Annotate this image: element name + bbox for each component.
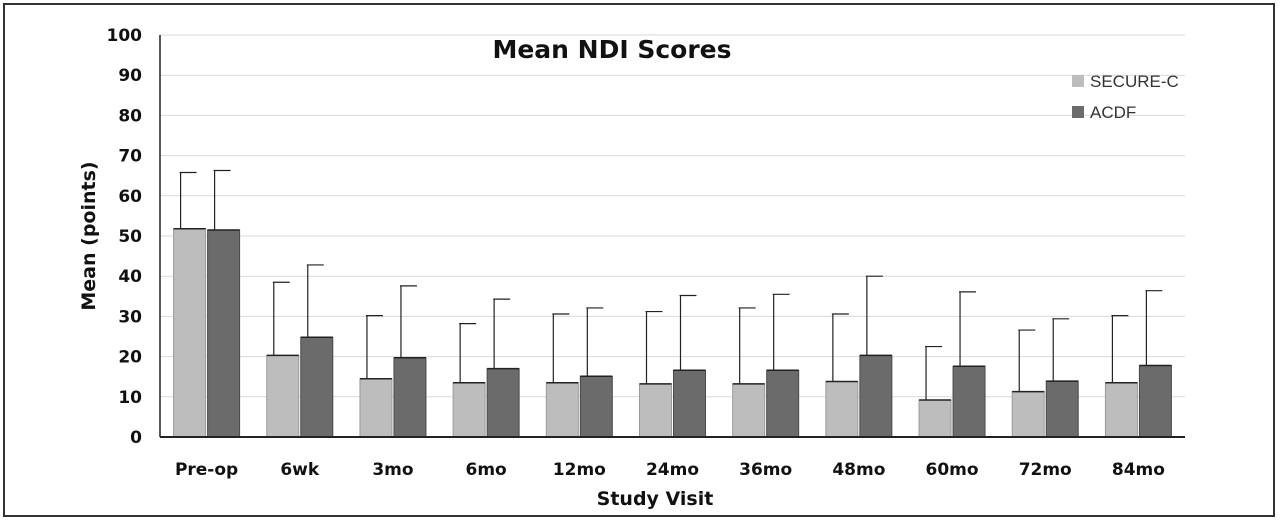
x-tick-label: 6wk xyxy=(280,460,320,480)
bar-acdf-3mo xyxy=(393,357,427,438)
bar-secure-c-72mo xyxy=(1011,391,1045,438)
bars-group xyxy=(173,228,1172,438)
legend: SECURE-C ACDF xyxy=(1072,72,1179,122)
y-axis-label: Mean (points) xyxy=(78,161,100,310)
legend-label-acdf: ACDF xyxy=(1090,103,1136,122)
x-tick-label: 3mo xyxy=(372,460,413,480)
error-bars-group xyxy=(179,169,1163,401)
bar-secure-c-6mo xyxy=(452,382,486,438)
bar-secure-c-3mo xyxy=(359,378,393,438)
x-tick-label: Pre-op xyxy=(175,460,238,480)
x-tick-label: 36mo xyxy=(739,460,792,480)
y-tick-labels: 0 10 20 30 40 50 60 70 80 90 100 xyxy=(107,26,143,448)
bar-secure-c-pre-op xyxy=(173,228,207,438)
bar-acdf-24mo xyxy=(673,369,706,438)
bar-acdf-6mo xyxy=(486,368,520,438)
bar-secure-c-6wk xyxy=(266,354,300,438)
y-tick-label: 10 xyxy=(118,388,142,408)
bar-secure-c-12mo xyxy=(545,382,579,438)
bar-acdf-84mo xyxy=(1138,364,1172,438)
legend-swatch-secure-c xyxy=(1072,75,1084,87)
y-tick-label: 50 xyxy=(118,227,142,247)
x-axis-label: Study Visit xyxy=(597,488,714,510)
y-tick-label: 0 xyxy=(130,428,142,448)
bar-acdf-6wk xyxy=(300,336,334,438)
y-tick-label: 70 xyxy=(118,147,142,167)
y-tick-label: 60 xyxy=(118,187,142,207)
x-tick-label: 60mo xyxy=(926,460,979,480)
y-tick-label: 90 xyxy=(118,66,142,86)
y-tick-label: 20 xyxy=(118,348,142,368)
bar-secure-c-24mo xyxy=(639,383,672,438)
bar-acdf-60mo xyxy=(952,365,986,438)
bar-acdf-72mo xyxy=(1045,380,1079,438)
bar-acdf-36mo xyxy=(766,369,800,438)
bar-secure-c-60mo xyxy=(918,399,952,438)
bar-acdf-48mo xyxy=(859,354,893,438)
legend-swatch-acdf xyxy=(1072,106,1084,118)
bar-secure-c-84mo xyxy=(1104,382,1138,438)
bar-secure-c-48mo xyxy=(825,381,859,438)
x-tick-label: 72mo xyxy=(1019,460,1072,480)
axes-group xyxy=(159,35,1185,438)
bar-acdf-pre-op xyxy=(207,229,241,438)
x-tick-labels: Pre-op 6wk 3mo 6mo 12mo 24mo 36mo 48mo 60mo 72mo 8… xyxy=(175,460,1165,480)
chart-title: Mean NDI Scores xyxy=(492,35,731,64)
x-tick-label: 6mo xyxy=(466,460,507,480)
y-tick-label: 80 xyxy=(118,106,142,126)
y-tick-label: 30 xyxy=(118,307,142,327)
bar-acdf-12mo xyxy=(579,375,613,438)
y-tick-label: 40 xyxy=(118,267,142,287)
bar-secure-c-36mo xyxy=(732,383,766,438)
x-tick-label: 48mo xyxy=(832,460,885,480)
x-tick-label: 24mo xyxy=(646,460,699,480)
y-tick-label: 100 xyxy=(107,26,143,46)
x-tick-label: 12mo xyxy=(553,460,606,480)
x-tick-label: 84mo xyxy=(1112,460,1165,480)
legend-label-secure-c: SECURE-C xyxy=(1090,72,1179,91)
